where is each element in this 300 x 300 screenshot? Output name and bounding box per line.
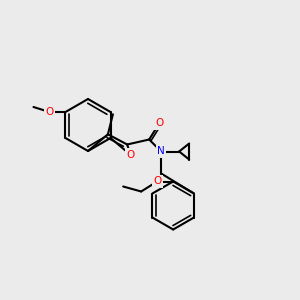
Text: O: O (153, 176, 161, 187)
Text: O: O (45, 107, 54, 117)
Text: O: O (155, 118, 163, 128)
Text: O: O (126, 150, 135, 160)
Text: N: N (157, 146, 165, 157)
